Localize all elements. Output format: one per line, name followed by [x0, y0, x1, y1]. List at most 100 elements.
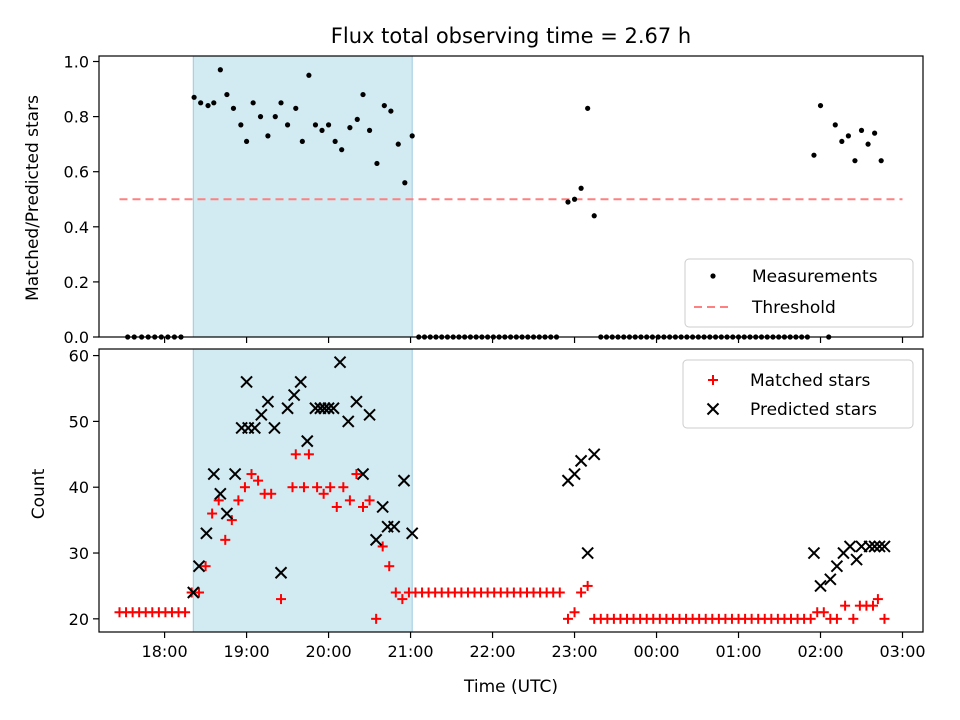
matched-star-point: [390, 587, 401, 598]
bottom-legend-box: [682, 359, 914, 429]
measurement-point: [872, 130, 878, 136]
measurement-point: [230, 105, 237, 111]
matched-star-point: [253, 475, 264, 486]
matched-star-point: [220, 534, 231, 545]
predicted-star-point: [369, 533, 383, 547]
measurement-point: [319, 127, 325, 133]
measurement-point: [250, 100, 256, 106]
x-tick-label: 00:00: [633, 642, 679, 661]
x-axis-label: Time (UTC): [463, 677, 558, 697]
measurement-point: [293, 105, 299, 111]
bottom-y-tick-label: 50: [69, 412, 89, 431]
matched-star-point: [325, 482, 336, 493]
matched-star-point: [287, 482, 298, 493]
measurement-point: [402, 180, 408, 186]
legend-predicted-marker: [706, 402, 720, 416]
predicted-star-point: [261, 395, 275, 408]
measurement-point: [839, 138, 845, 145]
measurement-point: [366, 127, 373, 133]
top-highlight-span: [192, 56, 413, 337]
predicted-star-point: [588, 448, 601, 461]
bottom-axes-frame: [98, 348, 924, 633]
matched-star-point: [331, 501, 342, 512]
measurement-point: [381, 102, 387, 109]
measurement-point: [312, 122, 319, 128]
matched-star-point: [397, 594, 408, 605]
bottom-axes: 18:00 19:00 20:00 21:00 22:00 23:00 00:00 01:00…: [69, 347, 926, 661]
measurement-point: [388, 108, 394, 114]
predicted-star-point: [873, 540, 886, 553]
matched-star-point: [298, 482, 309, 493]
measurement-point: [578, 185, 584, 191]
predicted-star-point: [868, 540, 881, 553]
measurement-point: [585, 105, 591, 111]
measurement-point: [591, 213, 597, 219]
measurement-point: [339, 147, 345, 153]
measurement-point: [571, 196, 578, 202]
predicted-star-point: [207, 467, 220, 481]
measurement-point: [191, 94, 197, 100]
predicted-star-point: [333, 355, 347, 369]
measurement-point: [205, 102, 211, 109]
predicted-star-point: [192, 559, 206, 573]
predicted-star-point: [301, 434, 314, 448]
x-tick-label: 21:00: [388, 642, 434, 661]
matched-star-point: [290, 449, 301, 460]
predicted-star-point: [363, 408, 376, 422]
predicted-star-point: [830, 559, 844, 573]
measurement-point: [409, 133, 415, 139]
measurement-point: [347, 125, 353, 131]
predicted-star-point: [200, 527, 213, 540]
matched-star-point: [554, 587, 565, 598]
top-panel: 0.0 0.2 0.4 0.6 0.8 1.0 Matched/Predicted sta…: [23, 53, 924, 347]
matched-star-point: [338, 482, 349, 493]
matched-star-point: [371, 613, 382, 624]
matched-star-point: [276, 594, 287, 605]
predicted-star-point: [274, 566, 288, 579]
matched-star-point: [364, 495, 375, 506]
predicted-star-point: [309, 402, 322, 415]
legend-measurement-marker: [710, 273, 716, 279]
x-tick-label: 20:00: [306, 642, 352, 661]
matched-star-point: [377, 541, 388, 552]
x-tick-label: 18:00: [142, 642, 188, 661]
bottom-y-tick-label: 40: [69, 478, 89, 497]
matched-star-point: [233, 495, 244, 506]
predicted-star-point: [814, 579, 827, 593]
measurement-point: [299, 138, 305, 145]
measurement-point: [565, 199, 571, 205]
x-tick-label: 23:00: [551, 642, 597, 661]
top-axes: 0.0 0.2 0.4 0.6 0.8 1.0: [64, 53, 924, 347]
predicted-star-point: [581, 546, 594, 560]
predicted-star-point: [824, 573, 837, 586]
measurement-point: [211, 100, 217, 106]
predicted-star-point: [356, 467, 370, 481]
top-legend: Measurements Threshold: [684, 258, 914, 328]
bottom-highlight-rect: [193, 349, 413, 632]
predicted-star-point: [294, 375, 307, 389]
matched-star-point: [318, 488, 329, 499]
measurement-point: [858, 127, 865, 133]
top-y-tick-label: 0.0: [64, 328, 89, 347]
predicted-star-point: [342, 415, 355, 428]
predicted-star-point: [327, 402, 340, 415]
top-y-tick-label: 0.8: [64, 108, 89, 127]
measurement-point: [306, 72, 312, 78]
measurement-point: [332, 138, 338, 145]
x-tick-label: 22:00: [469, 642, 515, 661]
measurement-point: [217, 67, 223, 73]
matched-star-point: [358, 501, 369, 512]
matched-star-point: [805, 613, 816, 624]
bottom-y-tick-label: 30: [69, 544, 89, 563]
bottom-legend: Matched stars Predicted stars: [682, 359, 914, 429]
chart-title: Flux total observing time = 2.67 h: [331, 24, 691, 48]
measurement-point: [198, 100, 204, 106]
matched-star-point: [831, 613, 842, 624]
matched-star-point: [867, 600, 878, 611]
predicted-star-point: [322, 402, 335, 415]
measurement-point: [325, 122, 332, 128]
matched-star-point: [303, 449, 314, 460]
predicted-star-point: [268, 421, 281, 435]
predicted-star-point: [228, 467, 242, 481]
